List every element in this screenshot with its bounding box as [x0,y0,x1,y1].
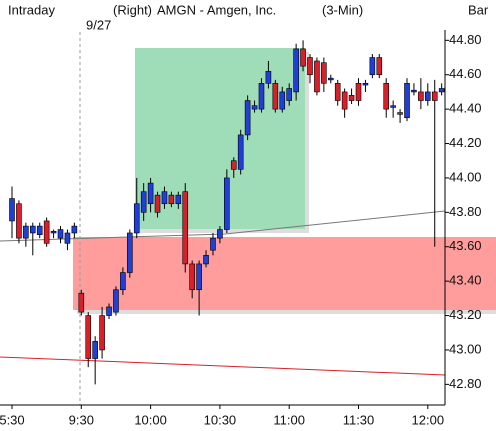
candle-body [376,57,383,76]
candle-body [154,194,161,213]
candle-body [43,220,50,244]
candle-body [383,83,390,110]
candle-body [168,194,175,205]
candle-body [16,203,22,239]
header-label: (3-Min) [322,2,363,17]
candle-body [327,77,334,81]
candle-body [369,57,376,76]
candle-body [147,182,154,205]
x-tick-label: 11:00 [273,412,305,427]
y-tick-label: 44.80 [449,32,482,47]
candle-body [418,91,424,101]
candle-body [182,191,189,265]
moving-average [0,210,446,242]
candle-body [293,48,299,93]
candle-body [64,232,71,244]
x-tick-label: 5:30 [0,412,25,427]
candle-body [390,105,396,108]
candle-body [189,263,195,291]
candle-body [127,232,133,273]
x-tick-label: 12:00 [412,412,445,427]
candle-body [307,57,313,76]
candle-body [106,306,112,316]
candle-body [9,198,15,222]
candle-body [113,289,119,313]
y-tick-label: 43.20 [449,307,482,322]
support-zone [73,237,496,310]
candle-body [99,315,105,351]
candle-body [161,191,168,205]
candle-body [438,88,445,93]
candle-body [92,341,98,359]
x-tick-label: 9:30 [69,412,94,427]
candle-body [424,91,431,101]
candle-body [411,89,417,93]
candle-body [251,105,258,110]
candle-body [279,91,286,110]
candle-body [362,83,369,86]
header-label: Intraday [8,2,55,17]
candle-body [397,112,403,115]
y-tick-label: 44.20 [449,135,482,150]
candle-body [140,191,147,213]
y-tick-label: 44.60 [449,66,482,81]
candle-body [404,83,410,119]
candle-body [244,100,251,136]
candle-body [314,60,320,93]
candle-body [431,91,438,101]
x-tick-label: 10:30 [204,412,237,427]
candle-body [265,70,272,84]
x-tick-label: 10:00 [134,412,167,427]
candle-body [300,48,306,67]
y-tick-label: 43.00 [449,341,482,356]
date-annotation: 9/27 [86,17,111,32]
y-tick-label: 42.80 [449,376,482,391]
candle-body [50,230,57,234]
chart-title: AMGN - Amgen, Inc. [157,2,276,17]
candle-body [341,91,348,110]
candle-body [321,62,327,84]
candle-body [196,263,202,291]
candle-body [23,225,29,239]
candle-body [71,225,78,234]
candle-body [224,177,230,230]
y-tick-label: 43.80 [449,204,482,219]
resistance-zone [135,48,305,229]
candle-body [36,225,43,236]
y-tick-label: 44.40 [449,101,482,116]
header-label: (Right) [113,2,152,17]
candle-body [230,160,237,170]
y-tick-label: 44.00 [449,169,482,184]
candle-body [272,83,279,110]
candle-body [258,83,265,110]
x-tick-label: 11:30 [343,412,375,427]
candle-body [175,194,182,205]
moving-average [0,356,446,376]
candle-body [78,292,85,313]
candle-body [203,255,209,265]
candle-body [348,95,355,101]
candle-body [217,229,223,239]
candle-body [133,203,140,234]
y-tick-label: 43.60 [449,238,482,253]
candle-body [355,83,362,101]
y-tick-label: 43.40 [449,273,482,288]
candle-body [286,88,293,101]
candle-body [29,225,36,234]
candle-body [85,315,92,359]
candle-body [237,134,244,170]
candle-body [57,229,64,239]
candle-body [120,272,126,291]
candle-body [334,83,341,101]
candle-body [210,237,216,251]
header-label: Bar [468,2,489,17]
